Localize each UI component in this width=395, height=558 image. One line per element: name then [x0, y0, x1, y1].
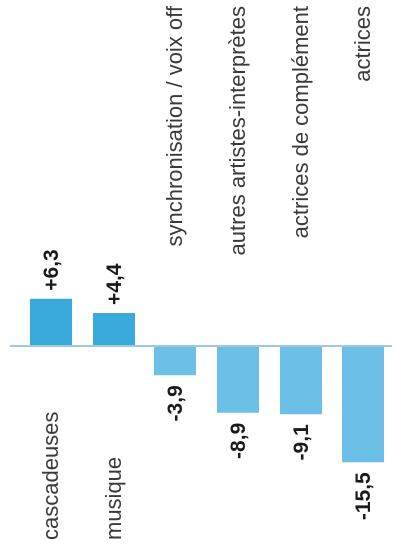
value-label-2: -3,9	[164, 385, 187, 421]
value-label-3: -8,9	[227, 423, 250, 459]
labels-group: +6,3 cascadeuses +4,4 musique -3,9 synchronis…	[38, 5, 375, 540]
category-label-0: cascadeuses	[38, 412, 63, 540]
category-label-2: synchronisation / voix off	[162, 5, 187, 246]
bar-3	[217, 346, 259, 413]
value-label-5: -15,5	[352, 472, 375, 520]
value-label-4: -9,1	[290, 424, 313, 461]
value-label-0: +6,3	[40, 249, 63, 290]
bar-1	[93, 313, 135, 346]
bar-0	[30, 298, 72, 346]
bars-group	[30, 298, 384, 463]
bar-2	[154, 346, 196, 376]
value-label-1: +4,4	[103, 263, 126, 305]
category-label-1: musique	[101, 457, 126, 540]
bar-4	[280, 346, 322, 415]
category-label-5: actrices	[350, 6, 375, 82]
category-label-3: autres artistes-interprètes	[225, 6, 250, 255]
bar-5	[342, 346, 384, 463]
category-label-4: actrices de complément	[288, 6, 313, 238]
